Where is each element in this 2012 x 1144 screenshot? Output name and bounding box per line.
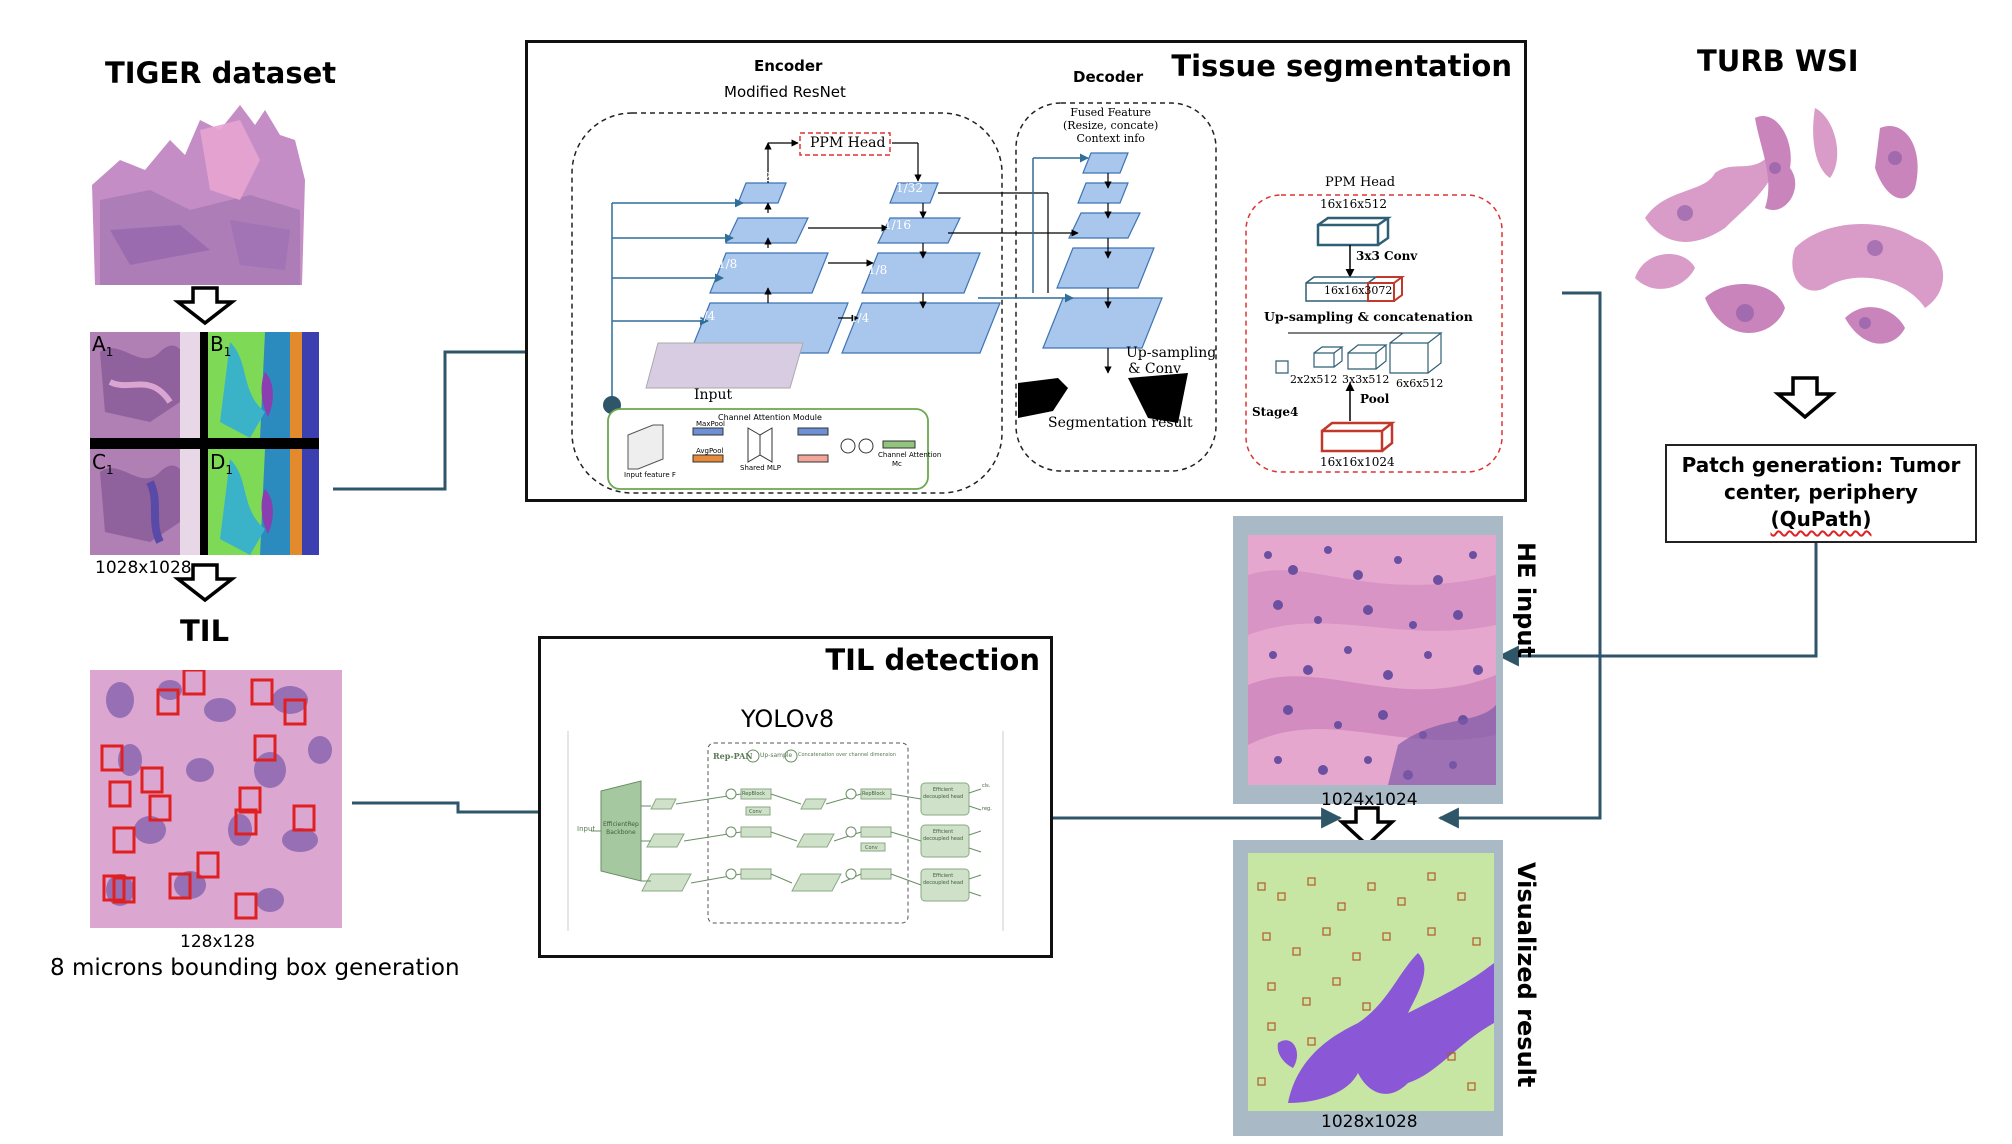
repblock-label-1: RepBlock <box>742 791 766 797</box>
patch-line2: center, periphery <box>1724 480 1918 504</box>
patch-line1: Patch generation: Tumor <box>1681 453 1961 477</box>
decoder-label: Decoder <box>1073 68 1144 86</box>
he-size-label: 1024x1024 <box>1321 790 1418 810</box>
yolo-architecture <box>567 731 1004 931</box>
ppm-s2: 3x3x512 <box>1342 373 1390 386</box>
scale-label-1-32-b: 1/32 <box>896 181 923 195</box>
cam-maxpool: MaxPool <box>696 420 725 428</box>
tiger-title: TIGER dataset <box>105 56 337 90</box>
segmentation-architecture <box>571 102 1503 494</box>
backbone-label: EfficientRep Backbone <box>603 821 639 836</box>
conv-label-1: Conv <box>749 809 762 815</box>
til-patch-image <box>90 670 342 928</box>
tiger-size-label: 1028x1028 <box>95 558 192 578</box>
tissue-segmentation-panel: Tissue segmentation Encoder Modified Res… <box>525 40 1527 502</box>
turb-title: TURB WSI <box>1697 44 1859 78</box>
arrow-tiger-to-seg <box>333 341 553 491</box>
ppm-conv: 3x3 Conv <box>1356 249 1418 263</box>
vis-size-label: 1028x1028 <box>1321 1112 1418 1132</box>
quad-label-b1: B1 <box>210 332 232 359</box>
til-detection-title: TIL detection <box>825 643 1040 677</box>
scale-label-1-32: 1/32 <box>744 170 771 184</box>
ppm-bottom-size: 16x16x1024 <box>1320 455 1395 469</box>
til-size-label: 128x128 <box>180 932 255 952</box>
ppm-title: PPM Head <box>1325 175 1396 190</box>
tissue-segmentation-title: Tissue segmentation <box>1171 49 1512 83</box>
til-caption: 8 microns bounding box generation <box>50 955 460 981</box>
scale-label-1-4-b: 1/4 <box>850 311 870 325</box>
arrow-patch-to-he <box>1497 543 1818 667</box>
head-label-2: Efficient decoupled head <box>923 829 964 842</box>
cam-input: Input feature F <box>624 471 676 479</box>
cam-mlp: Shared MLP <box>740 464 782 472</box>
down-arrow-icon <box>1337 806 1397 848</box>
upsampling-label: Up-sampling & Conv <box>1126 345 1217 377</box>
tiger-annotation-grid: A1 B1 C1 D1 <box>90 332 319 555</box>
down-arrow-icon <box>172 563 238 603</box>
conv-label-2: Conv <box>865 845 878 851</box>
ppm-head-box-label: PPM Head <box>810 135 886 151</box>
cam-title: Channel Attention Module <box>718 413 822 422</box>
turb-wsi-image <box>1635 108 1944 344</box>
input-label: Input <box>694 387 733 403</box>
arrow-til-to-detect <box>352 801 565 823</box>
cam-avgpool: AvgPool <box>696 447 724 455</box>
down-arrow-icon <box>1773 376 1837 420</box>
head-label-1: Efficient decoupled head <box>923 787 964 800</box>
ppm-upcat: Up-sampling & concatenation <box>1264 309 1473 324</box>
yolo-input-label: Input <box>577 825 596 833</box>
rep-pan-label: Rep-PAN <box>713 751 753 761</box>
encoder-label: Encoder <box>754 57 823 75</box>
scale-label-1-16: 1/16 <box>732 205 759 219</box>
yolo-label: YOLOv8 <box>741 705 835 733</box>
fused-feature-label: Fused Feature (Resize, concate) Context … <box>1063 106 1159 145</box>
legend-concat: Concatenation over channel dimension <box>798 752 896 758</box>
he-input-label: HE input <box>1512 542 1540 658</box>
reg-label: reg. <box>982 806 992 812</box>
til-title: TIL <box>180 614 230 648</box>
segmentation-result-label: Segmentation result <box>1048 415 1193 431</box>
visualized-result-label: Visualized result <box>1512 862 1540 1088</box>
ppm-stage: Stage4 <box>1252 405 1299 419</box>
scale-label-1-8-b: 1/8 <box>868 263 888 277</box>
ppm-pool: Pool <box>1360 392 1390 406</box>
ppm-top-size: 16x16x512 <box>1320 197 1387 211</box>
ppm-mid-size: 16x16x3072 <box>1324 284 1393 297</box>
scale-label-1-16-b: 1/16 <box>884 218 911 232</box>
he-input-image <box>1248 535 1496 785</box>
patch-line3: (QuPath) <box>1770 507 1872 531</box>
ppm-s3: 6x6x512 <box>1396 377 1444 390</box>
encoder-subtitle: Modified ResNet <box>724 83 846 101</box>
cam-out2: Mc <box>892 460 902 468</box>
quad-label-c1: C1 <box>92 450 114 477</box>
patch-generation-box: Patch generation: Tumor center, peripher… <box>1665 444 1977 543</box>
scale-label-1-8: 1/8 <box>718 257 738 271</box>
quad-label-a1: A1 <box>92 332 114 359</box>
visualized-result-image <box>1248 853 1494 1111</box>
quad-label-d1: D1 <box>210 450 234 477</box>
tiger-grid-image <box>90 332 319 555</box>
arrow-seg-to-vis <box>1437 291 1602 829</box>
legend-upsample: Up-sample <box>760 752 793 759</box>
down-arrow-icon <box>172 286 238 326</box>
cls-label: cls. <box>982 783 991 789</box>
til-detection-panel: TIL detection YOLOv8 <box>538 636 1053 958</box>
scale-label-1-4: 1/4 <box>696 309 716 323</box>
repblock-label-2: RepBlock <box>862 791 886 797</box>
ppm-s1: 2x2x512 <box>1290 373 1338 386</box>
tiger-wsi-image <box>90 100 312 285</box>
cam-out: Channel Attention <box>878 451 942 459</box>
head-label-3: Efficient decoupled head <box>923 873 964 886</box>
